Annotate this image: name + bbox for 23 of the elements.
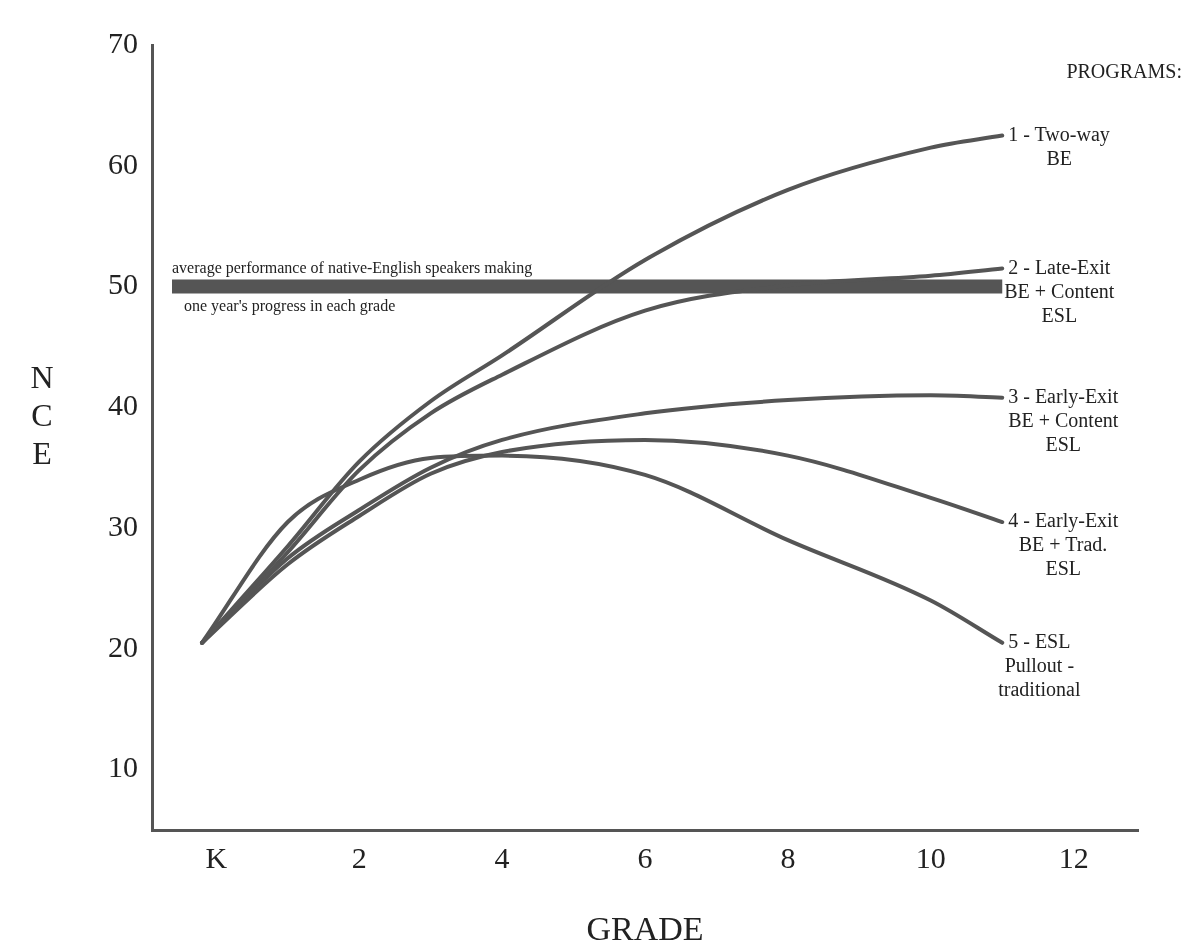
x-tick-label: 2	[351, 840, 367, 874]
y-tick-label: 60	[108, 146, 138, 180]
x-tick-label: 4	[494, 840, 510, 874]
text: average performance of native-English speakers making one year's progress in each grade	[172, 258, 533, 314]
series-label: 5 - ESL Pullout - traditional	[998, 630, 1081, 701]
x-axis-title: GRADE	[586, 909, 704, 947]
x-tick-label: 8	[780, 840, 796, 874]
series-label: 2 - Late-Exit BE + Content ESL	[1004, 255, 1115, 326]
y-tick-label: 50	[108, 267, 138, 301]
x-tick-label: 12	[1058, 840, 1089, 874]
legend-title: PROGRAMS:	[1066, 60, 1182, 83]
series-label: 3 - Early-Exit BE + Content ESL	[1008, 384, 1119, 455]
x-tick-label: K	[205, 840, 228, 874]
y-tick-label: 10	[108, 750, 138, 784]
x-tick-label: 10	[915, 840, 946, 874]
y-tick-label: 30	[108, 508, 138, 542]
y-tick-label: 20	[108, 629, 138, 663]
y-tick-label: 40	[108, 388, 138, 422]
y-tick-label: 70	[108, 25, 138, 59]
x-tick-label: 6	[637, 840, 653, 874]
series-label: 1 - Two-way BE	[1008, 122, 1110, 169]
y-axis-title: NCE	[30, 358, 54, 471]
series-label: 4 - Early-Exit BE + Trad. ESL	[1008, 509, 1119, 580]
